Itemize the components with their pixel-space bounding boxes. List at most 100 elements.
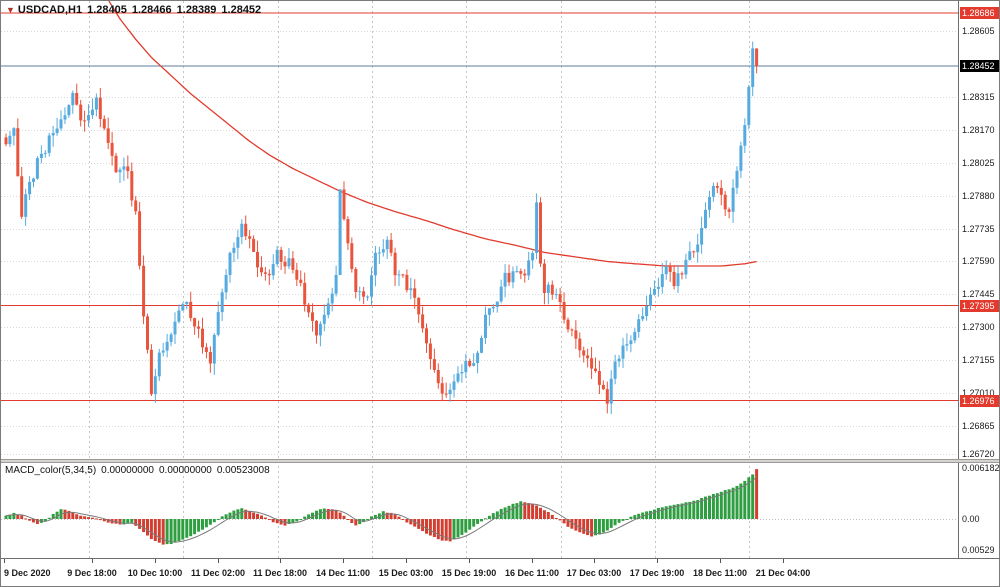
macd-bar bbox=[495, 511, 499, 519]
time-axis-label: 11 Dec 02:00 bbox=[190, 568, 246, 578]
macd-bar bbox=[334, 510, 338, 519]
candle bbox=[12, 128, 16, 136]
macd-name: MACD_color(5,34,5) bbox=[5, 465, 97, 476]
macd-bar bbox=[401, 519, 405, 520]
candle bbox=[318, 323, 322, 336]
price-axis[interactable]: 1.28686 1.28605 1.28452 1.28315 1.28170 1.280… bbox=[958, 1, 999, 558]
candle bbox=[47, 135, 51, 153]
candle bbox=[275, 249, 279, 265]
candle bbox=[342, 189, 346, 220]
macd-bar bbox=[503, 507, 507, 519]
candle bbox=[326, 303, 330, 315]
macd-bar bbox=[696, 500, 700, 519]
candle bbox=[138, 211, 142, 266]
time-axis-tick bbox=[343, 559, 344, 563]
candle bbox=[149, 349, 153, 395]
candle bbox=[142, 265, 146, 317]
candle bbox=[256, 251, 259, 268]
price-axis-label: 1.27010 bbox=[962, 388, 995, 398]
macd-bar bbox=[366, 519, 370, 520]
candle bbox=[165, 341, 169, 351]
candle bbox=[617, 358, 621, 362]
level-price-tag: 1.28686 bbox=[960, 7, 999, 19]
price-axis-label: 1.28025 bbox=[962, 158, 995, 168]
candle bbox=[8, 135, 12, 145]
candle bbox=[735, 170, 739, 188]
candle bbox=[448, 389, 452, 394]
macd-bar bbox=[370, 516, 373, 519]
candle bbox=[315, 320, 318, 336]
symbol-timeframe-label: USDCAD,H1 bbox=[17, 4, 83, 16]
candle bbox=[550, 284, 554, 295]
macd-bar bbox=[531, 504, 535, 519]
moving-average-line[interactable] bbox=[100, 1, 757, 267]
macd-bar bbox=[460, 519, 464, 535]
candle bbox=[523, 273, 527, 276]
macd-bar bbox=[660, 507, 664, 519]
candle bbox=[381, 249, 385, 253]
macd-bar bbox=[672, 504, 676, 519]
candle bbox=[299, 279, 303, 283]
macd-bar bbox=[208, 519, 212, 525]
macd-bar bbox=[656, 508, 660, 519]
pane-splitter[interactable] bbox=[1, 459, 999, 463]
candle bbox=[63, 115, 67, 120]
macd-bar bbox=[118, 519, 122, 525]
macd-bar bbox=[83, 516, 87, 519]
macd-bar bbox=[130, 519, 134, 523]
candle bbox=[204, 347, 208, 352]
candle bbox=[731, 187, 735, 212]
symbol-ohlc-label: ▼ USDCAD,H1 1.28405 1.28466 1.28389 1.28452 bbox=[6, 4, 266, 16]
candle bbox=[114, 155, 118, 173]
candle bbox=[401, 274, 405, 276]
candle bbox=[334, 274, 338, 294]
macd-bar bbox=[197, 519, 201, 532]
candle bbox=[484, 314, 487, 338]
candle bbox=[260, 267, 263, 273]
candle bbox=[28, 181, 32, 195]
candle bbox=[692, 251, 696, 253]
candle bbox=[79, 104, 83, 121]
candle bbox=[177, 310, 181, 322]
macd-bar bbox=[476, 519, 480, 524]
macd-bar bbox=[189, 519, 193, 537]
candle bbox=[118, 169, 122, 173]
time-axis-label: 21 Dec 04:00 bbox=[755, 568, 811, 578]
chart-canvas[interactable] bbox=[1, 1, 958, 558]
candle bbox=[236, 237, 240, 248]
candle bbox=[539, 202, 542, 264]
candle bbox=[491, 306, 495, 309]
macd-bar bbox=[428, 519, 432, 536]
price-axis-label: 1.27155 bbox=[962, 355, 995, 365]
candle bbox=[397, 274, 401, 276]
candle bbox=[428, 343, 432, 360]
macd-bar bbox=[668, 505, 672, 519]
candle bbox=[668, 266, 672, 272]
candle bbox=[295, 269, 299, 280]
macd-bar bbox=[169, 519, 173, 544]
candle bbox=[739, 145, 743, 171]
time-axis-tick bbox=[280, 559, 281, 563]
macd-bar bbox=[220, 516, 224, 519]
candle bbox=[743, 125, 747, 146]
candle bbox=[20, 176, 24, 217]
candle bbox=[436, 370, 440, 384]
macd-bar bbox=[291, 519, 295, 524]
candle bbox=[248, 236, 252, 239]
time-axis[interactable]: 9 Dec 2020 9 Dec 18:00 10 Dec 10:00 11 Dec … bbox=[1, 558, 999, 586]
macd-bar bbox=[586, 519, 590, 536]
macd-bar bbox=[47, 517, 51, 519]
macd-bar bbox=[739, 483, 743, 519]
macd-bar bbox=[723, 490, 727, 519]
macd-bar bbox=[605, 519, 609, 531]
candle bbox=[653, 288, 656, 295]
candle bbox=[91, 109, 94, 116]
time-axis-label: 18 Dec 11:00 bbox=[692, 568, 748, 578]
price-axis-label: 1.26720 bbox=[962, 449, 995, 459]
macd-bar bbox=[232, 510, 236, 519]
candle bbox=[566, 319, 570, 330]
candle bbox=[94, 97, 98, 110]
candle bbox=[684, 259, 688, 275]
macd-bar bbox=[468, 519, 472, 530]
macd-bar bbox=[346, 519, 350, 520]
